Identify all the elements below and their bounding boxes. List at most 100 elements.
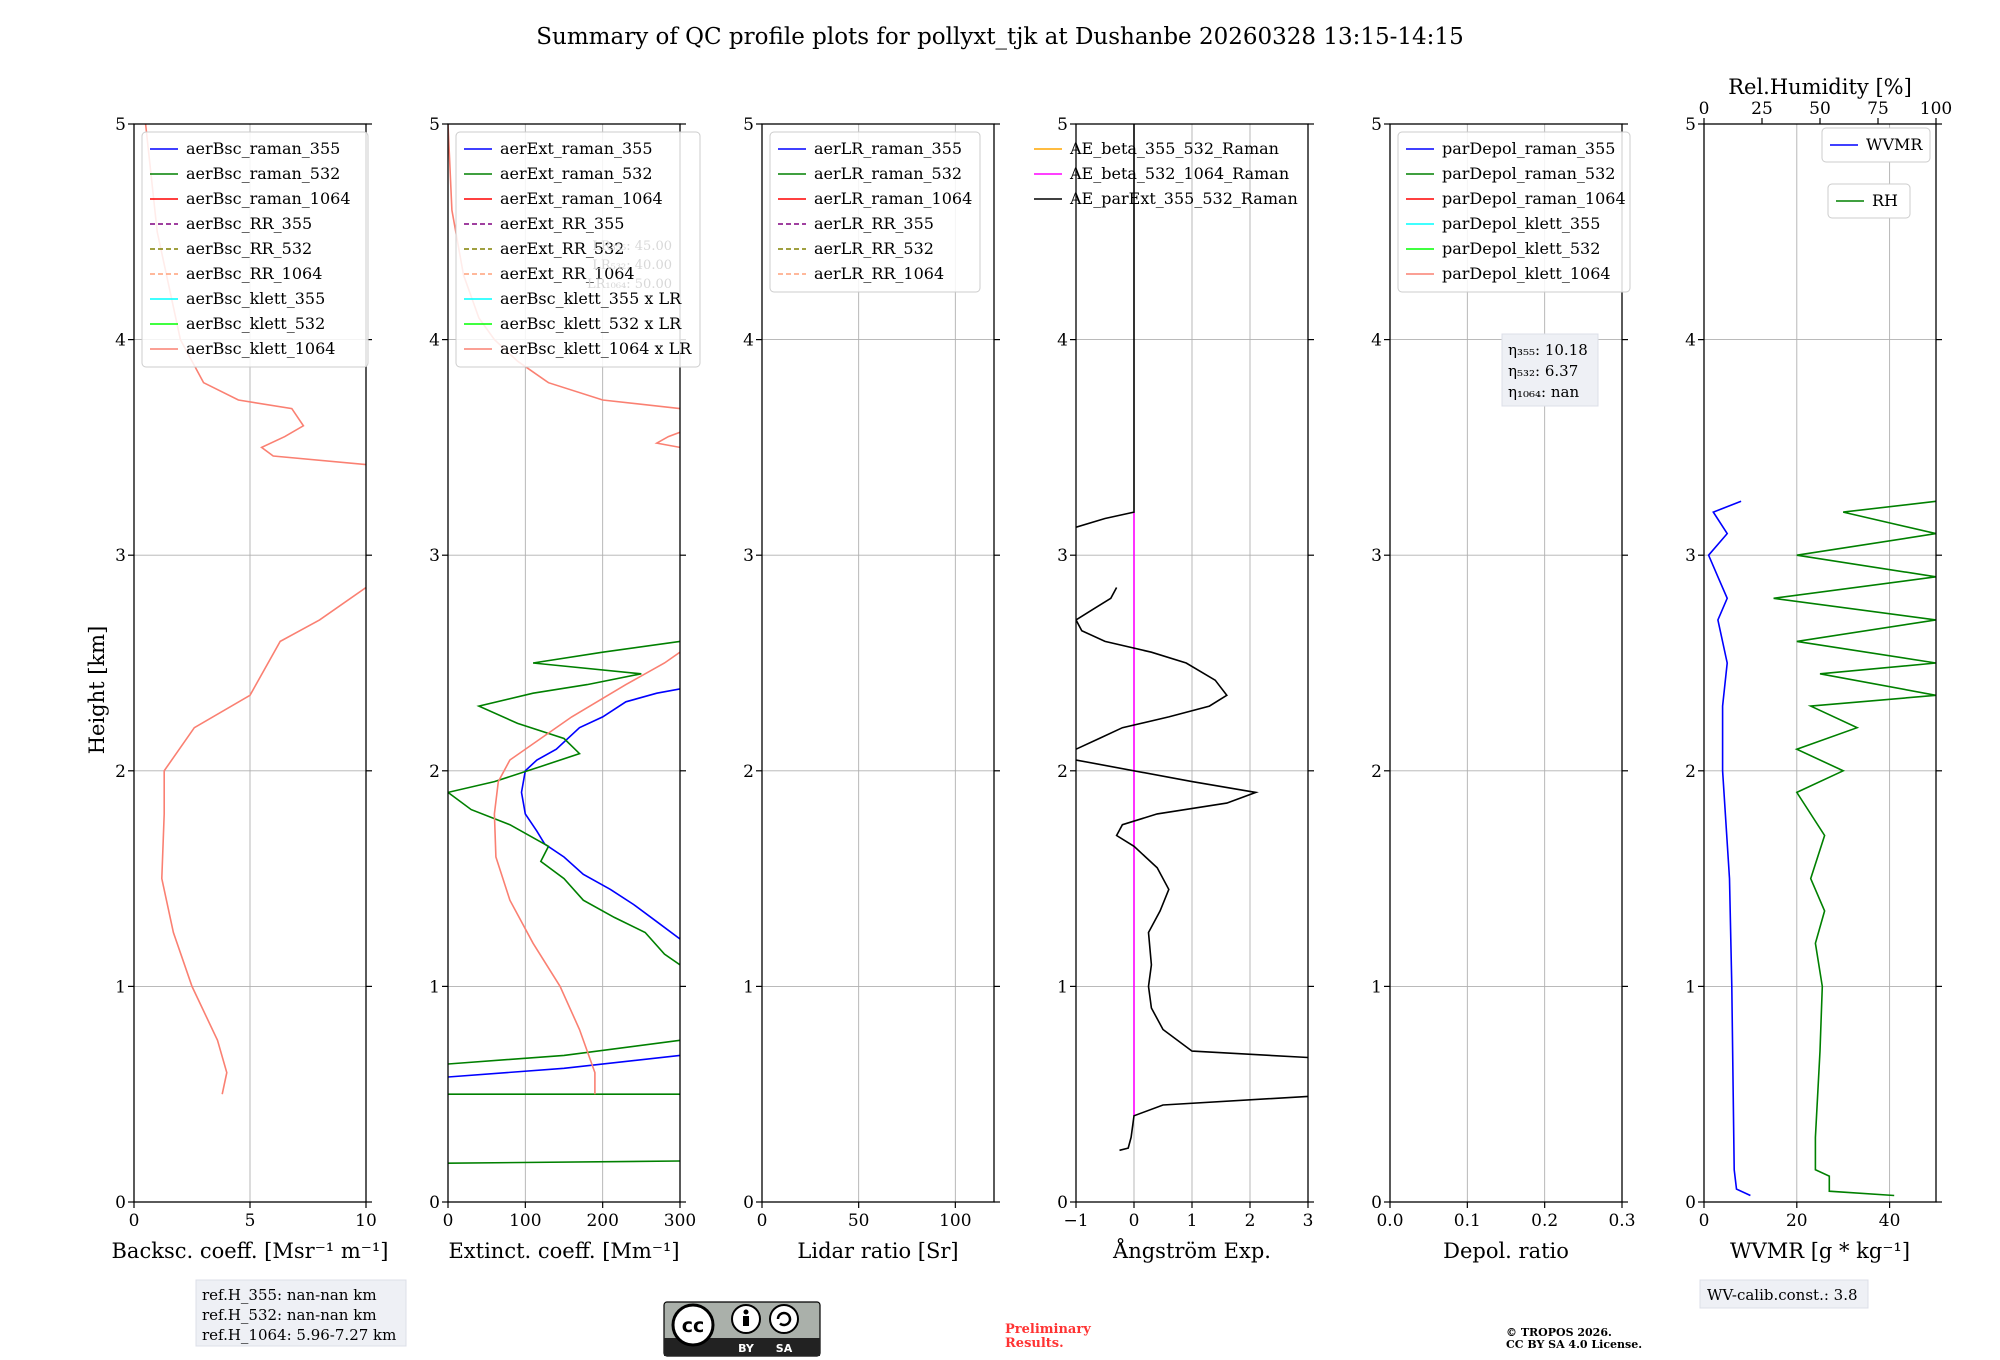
legend-item: parDepol_klett_532 (1442, 239, 1600, 258)
x-tick-label: 100 (939, 1211, 971, 1231)
wv-calib-text: WV-calib.const.: 3.8 (1707, 1286, 1858, 1304)
legend: aerBsc_raman_355 aerBsc_raman_532 aerBsc_r… (141, 131, 369, 368)
ref-h-355: ref.H_355: nan-nan km (202, 1286, 377, 1304)
legend-item: aerBsc_klett_355 (186, 289, 325, 308)
x-axis-label: WVMR [g * kg⁻¹] (1730, 1239, 1910, 1263)
y-tick-label: 4 (115, 331, 126, 351)
x-tick-label: 200 (586, 1211, 618, 1231)
wv-calib-box: WV-calib.const.: 3.8 (1699, 1279, 1869, 1309)
cc-license-badge: cc BY SA (663, 1301, 821, 1357)
legend-item: aerBsc_klett_355 x LR (500, 289, 682, 308)
legend-item: AE_beta_355_532_Raman (1069, 139, 1279, 158)
x-tick-label: 10 (355, 1211, 377, 1231)
cc-glyph: cc (682, 1315, 705, 1337)
legend-item: aerLR_RR_532 (814, 239, 934, 258)
panel-ext: 0 100 200 300 0 1 2 3 4 5 Extinct. coeff. [Mm⁻¹] ae… (429, 115, 701, 1263)
x-tick-label: −1 (1063, 1211, 1088, 1231)
y-tick-label: 4 (1371, 331, 1382, 351)
lr-annotation: LR₃₅₅: 45.00 (592, 239, 672, 254)
y-tick-label: 3 (429, 546, 440, 566)
legend-box (455, 131, 701, 368)
y-tick-label: 3 (1371, 546, 1382, 566)
preliminary-note: Preliminary Results. (1005, 1322, 1091, 1351)
legend-item: RH (1872, 191, 1898, 210)
series-line-wvmr (1707, 500, 1751, 1197)
panel-lr: 0 50 100 0 1 2 3 4 5 Lidar ratio [Sr] aerLR_raman_… (743, 115, 1000, 1263)
series-line-ae-parext-355-532-raman (1076, 124, 1135, 528)
top-tick-label: 100 (1920, 99, 1952, 119)
y-tick-label: 0 (429, 1193, 440, 1213)
legend-item: aerExt_RR_1064 (500, 264, 635, 283)
copyright-line-1: © TROPOS 2026. (1506, 1326, 1612, 1339)
y-tick-label: 1 (1057, 977, 1068, 997)
x-tick-label: 40 (1879, 1211, 1901, 1231)
x-axis-label: Lidar ratio [Sr] (797, 1239, 958, 1263)
legend-item: aerBsc_raman_355 (186, 139, 340, 158)
series-line-aerext-raman-532 (448, 640, 680, 966)
x-axis-label: Ångström Exp. (1112, 1238, 1271, 1263)
y-tick-label: 1 (429, 977, 440, 997)
y-tick-label: 5 (1685, 115, 1696, 135)
legend-item: parDepol_raman_1064 (1442, 189, 1626, 208)
series-line-aerext-raman-355 (448, 1054, 680, 1078)
top-tick-label: 50 (1809, 99, 1831, 119)
panel-depol: 0.0 0.1 0.2 0.3 0 1 2 3 4 5 Depol. ratio parDepol_r… (1371, 115, 1635, 1263)
x-tick-label: 0 (129, 1211, 140, 1231)
y-tick-label: 3 (115, 546, 126, 566)
legend-item: aerExt_raman_1064 (500, 189, 663, 208)
y-tick-label: 1 (1685, 977, 1696, 997)
preliminary-line-2: Results. (1005, 1336, 1064, 1351)
ref-h-532: ref.H_532: nan-nan km (202, 1306, 377, 1324)
y-tick-label: 1 (1371, 977, 1382, 997)
legend-rh: RH (1827, 183, 1911, 219)
x-tick-label: 0 (1699, 1211, 1710, 1231)
y-tick-label: 2 (115, 762, 126, 782)
y-tick-label: 5 (743, 115, 754, 135)
y-tick-label: 0 (1057, 1193, 1068, 1213)
series-line-aerbsc-klett-1064-x-lr (493, 651, 680, 1095)
y-tick-label: 5 (1371, 115, 1382, 135)
x-tick-label: 3 (1303, 1211, 1314, 1231)
preliminary-line-1: Preliminary (1005, 1322, 1091, 1337)
legend-item: aerBsc_RR_1064 (186, 264, 322, 283)
x-tick-label: 300 (664, 1211, 696, 1231)
y-tick-label: 0 (743, 1193, 754, 1213)
legend-item: parDepol_klett_355 (1442, 214, 1600, 233)
legend-item: aerBsc_RR_355 (186, 214, 312, 233)
series-line-ae-parext-355-532-raman (1076, 759, 1308, 1059)
legend-item: AE_beta_532_1064_Raman (1069, 164, 1289, 183)
legend-box (1827, 183, 1911, 219)
series-line-rh (1773, 500, 1936, 1197)
y-tick-label: 3 (743, 546, 754, 566)
x-tick-label: 0 (757, 1211, 768, 1231)
panel-bsc: 0 5 10 0 1 2 3 4 5 Backsc. coeff. [Msr⁻¹ m⁻¹] aerB… (112, 115, 389, 1263)
legend-item: aerExt_raman_532 (500, 164, 653, 183)
y-tick-label: 3 (1685, 546, 1696, 566)
legend-item: WVMR (1866, 135, 1923, 154)
legend-item: aerExt_RR_532 (500, 239, 624, 258)
legend-item: aerLR_raman_532 (814, 164, 962, 183)
y-tick-label: 0 (1371, 1193, 1382, 1213)
y-axis-label: Height [km] (85, 626, 109, 755)
legend-item: aerLR_raman_1064 (814, 189, 972, 208)
x-tick-label: 100 (509, 1211, 541, 1231)
legend-item: AE_parExt_355_532_Raman (1069, 189, 1298, 208)
y-tick-label: 0 (115, 1193, 126, 1213)
y-tick-label: 1 (743, 977, 754, 997)
y-tick-label: 2 (1057, 762, 1068, 782)
x-tick-label: 1 (1187, 1211, 1198, 1231)
legend: AE_beta_355_532_Raman AE_beta_532_1064_Ra… (1034, 139, 1298, 208)
cc-by-label: BY (738, 1342, 755, 1355)
y-tick-label: 2 (429, 762, 440, 782)
copyright-line-2: CC BY SA 4.0 License. (1506, 1338, 1642, 1351)
y-tick-label: 3 (1057, 546, 1068, 566)
legend-item: aerBsc_raman_532 (186, 164, 340, 183)
lr-annotation: LR₁₀₆₄: 50.00 (587, 277, 672, 292)
x-tick-label: 0.3 (1608, 1211, 1635, 1231)
y-tick-label: 5 (429, 115, 440, 135)
x-axis-label: Depol. ratio (1443, 1239, 1569, 1263)
series-line-ae-parext-355-532-raman (1076, 587, 1228, 750)
